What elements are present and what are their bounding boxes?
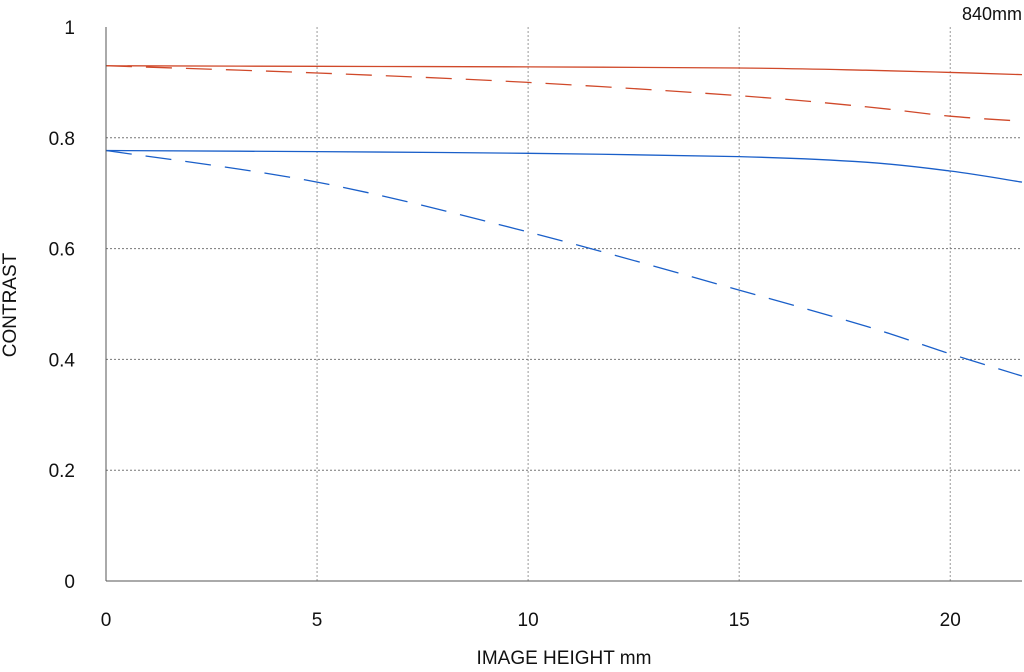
x-tick-label: 10 [518, 610, 539, 631]
x-tick-label: 0 [101, 610, 112, 631]
x-tick-label: 20 [940, 610, 961, 631]
y-tick-label: 0.6 [49, 240, 75, 261]
series-line-solid-2 [105, 149, 1023, 183]
y-tick-label: 1 [64, 18, 75, 39]
series-line-dashed-3 [105, 149, 1023, 377]
y-tick-label: 0.8 [49, 129, 75, 150]
y-tick-label: 0.4 [49, 350, 76, 371]
y-tick-label: 0.2 [49, 461, 75, 482]
y-tick-label: 0 [64, 572, 75, 593]
x-tick-label: 5 [312, 610, 323, 631]
series-line-dashed-1 [105, 65, 1023, 122]
plot-frame [105, 27, 1022, 582]
grid [106, 27, 1022, 581]
x-tick-label: 15 [729, 610, 750, 631]
tick-labels: 0 5 10 15 20 0 0.2 0.4 0.6 0.8 1 [49, 18, 961, 631]
x-axis-title: IMAGE HEIGHT mm [477, 648, 652, 669]
series-lines [105, 65, 1023, 377]
y-axis-title: CONTRAST [0, 252, 21, 357]
focal-length-annotation: 840mm [962, 4, 1022, 24]
series-line-solid-0 [105, 65, 1023, 76]
